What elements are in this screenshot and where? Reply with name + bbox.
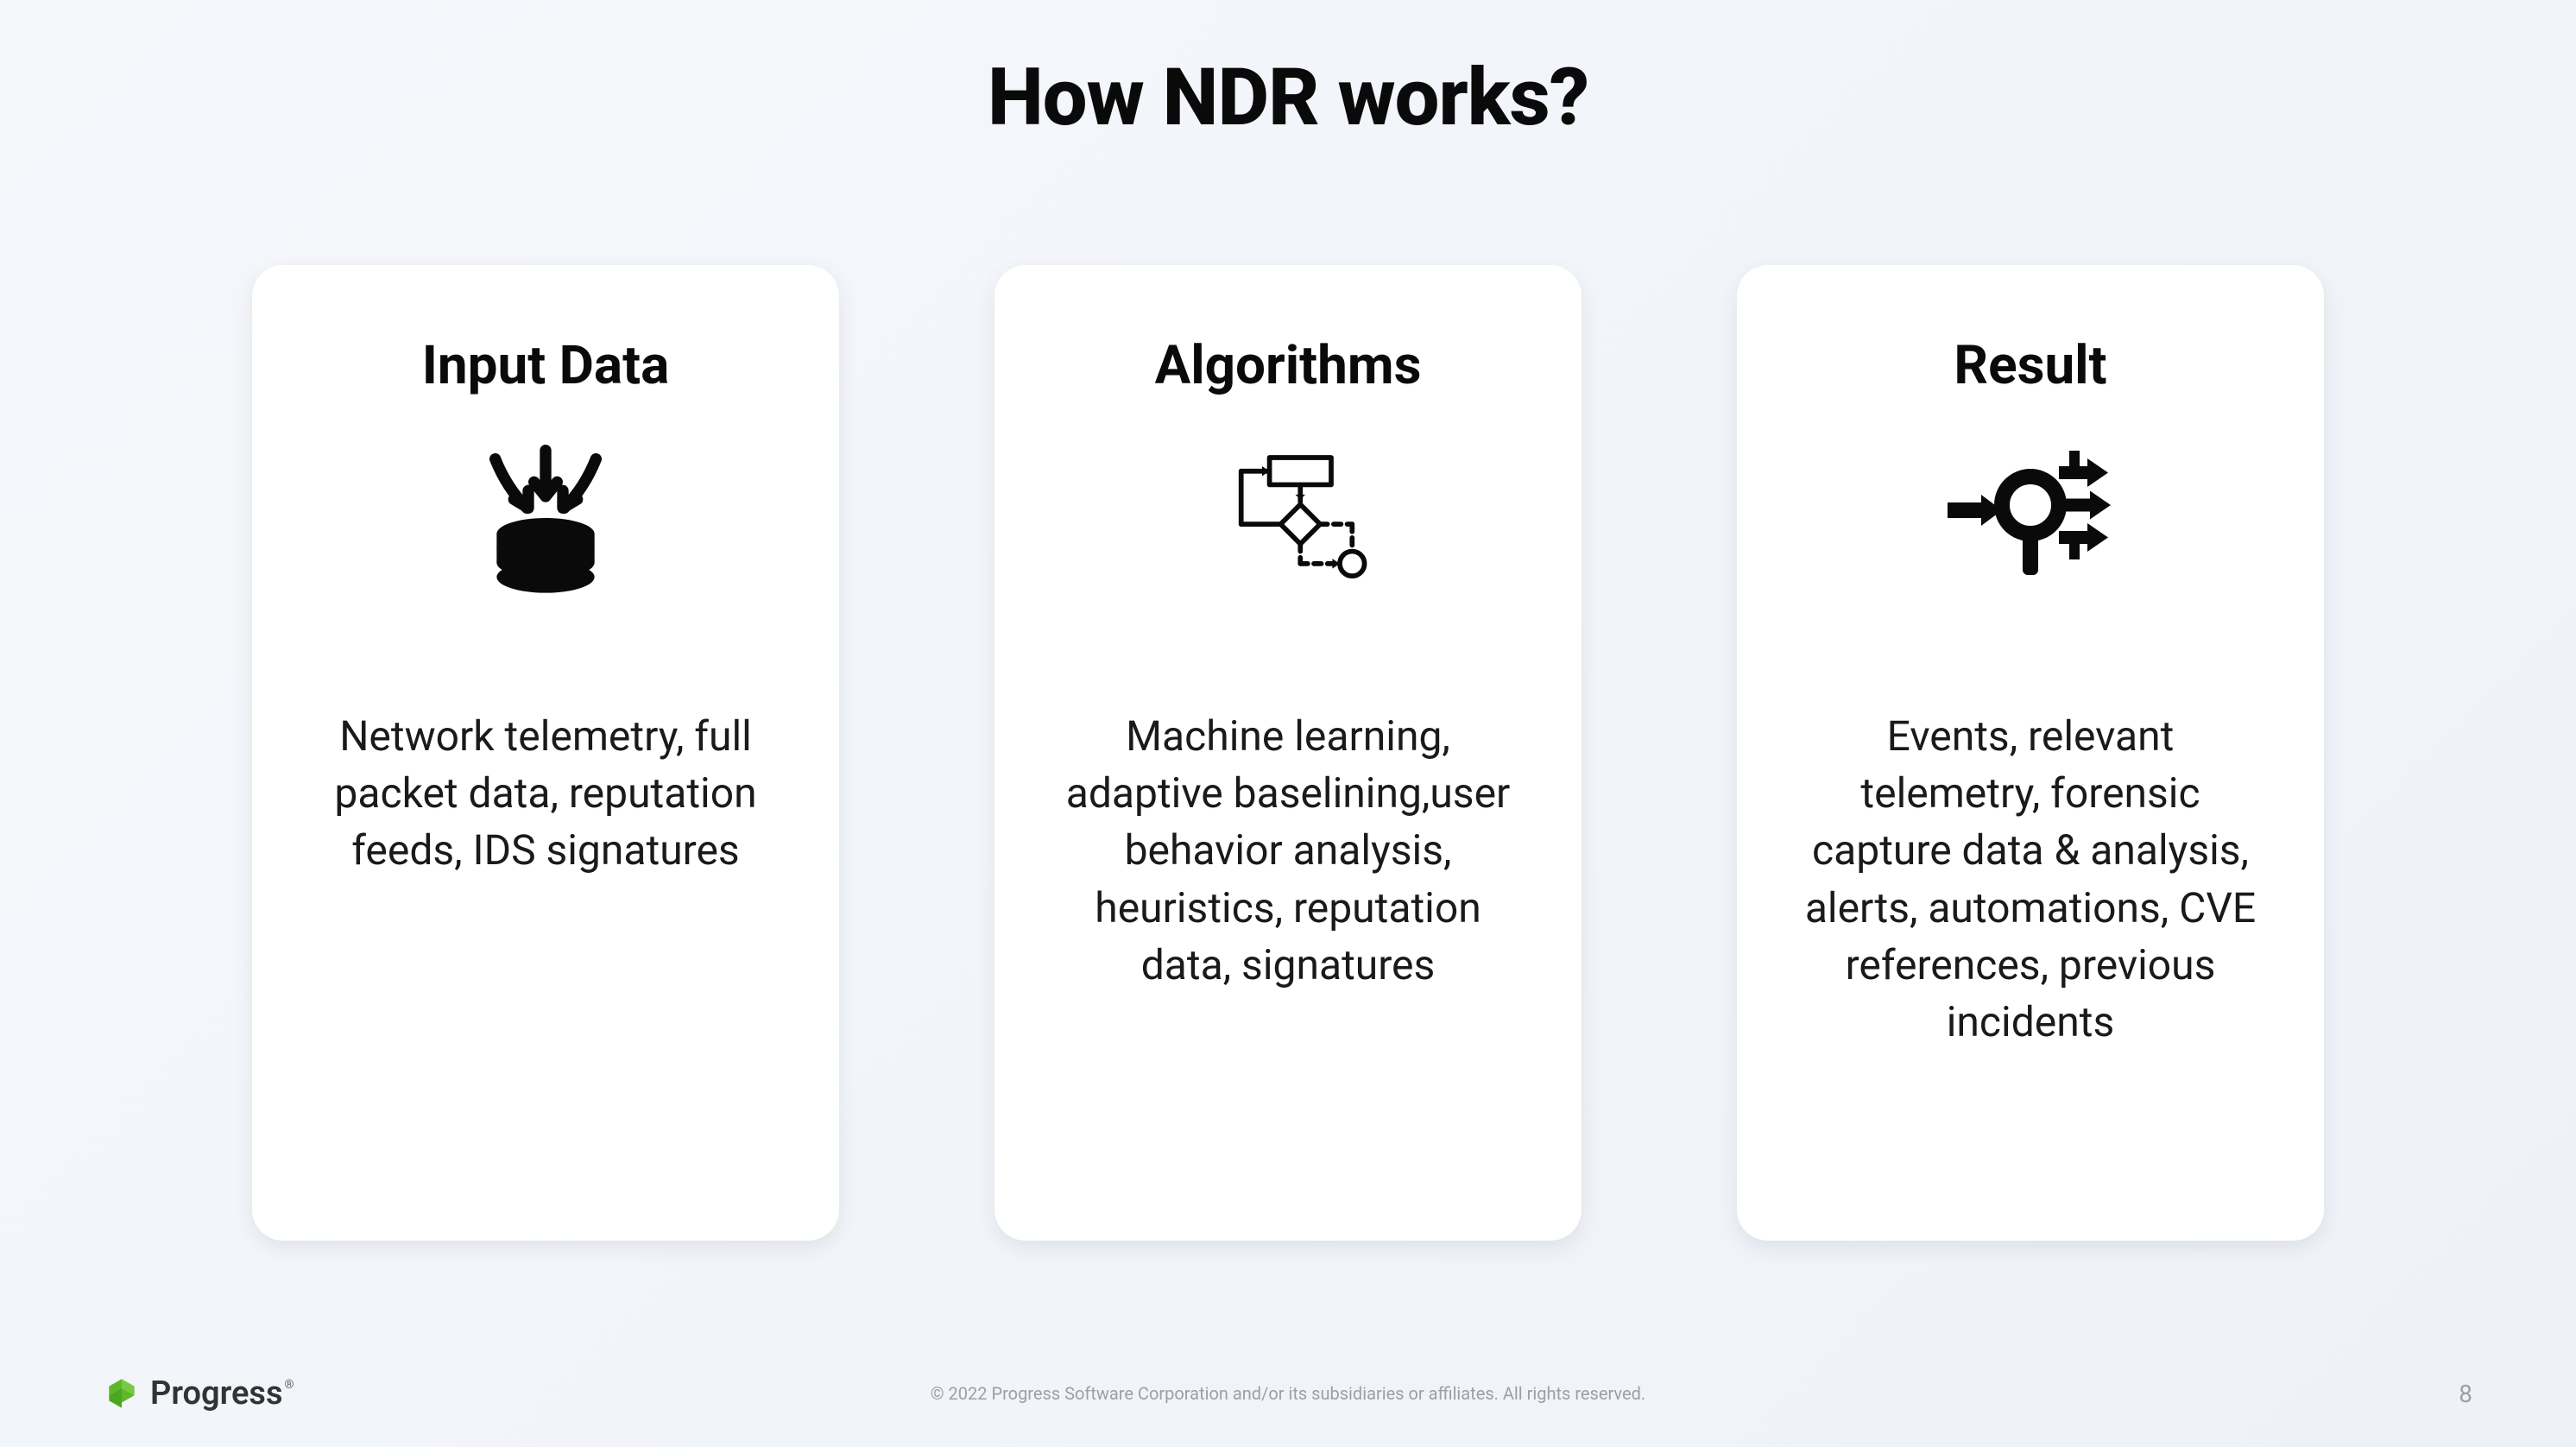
card-title: Result [1954, 334, 2106, 397]
progress-logo-icon [104, 1375, 140, 1412]
card-body: Events, relevant telemetry, forensic cap… [1797, 708, 2263, 1051]
page-number: 8 [2459, 1380, 2472, 1408]
card-algorithms: Algorithms [994, 265, 1582, 1241]
footer: Progress © 2022 Progress Software Corpor… [0, 1374, 2576, 1412]
copyright-text: © 2022 Progress Software Corporation and… [931, 1383, 1645, 1404]
brand: Progress [104, 1374, 293, 1412]
card-title: Algorithms [1155, 334, 1422, 397]
brand-name: Progress [150, 1374, 293, 1412]
card-result: Result Events, relevant tele [1737, 265, 2324, 1241]
card-body: Machine learning, adaptive baselining,us… [1055, 708, 1521, 994]
card-title: Input Data [422, 334, 670, 397]
data-ingest-icon [451, 432, 641, 604]
flowchart-icon [1193, 432, 1383, 604]
card-input-data: Input Data Network telemetry, full packe… [252, 265, 839, 1241]
card-body: Network telemetry, full packet data, rep… [313, 708, 779, 880]
cards-row: Input Data Network telemetry, full packe… [0, 265, 2576, 1241]
page-title: How NDR works? [0, 0, 2576, 144]
branch-output-icon [1935, 432, 2125, 604]
